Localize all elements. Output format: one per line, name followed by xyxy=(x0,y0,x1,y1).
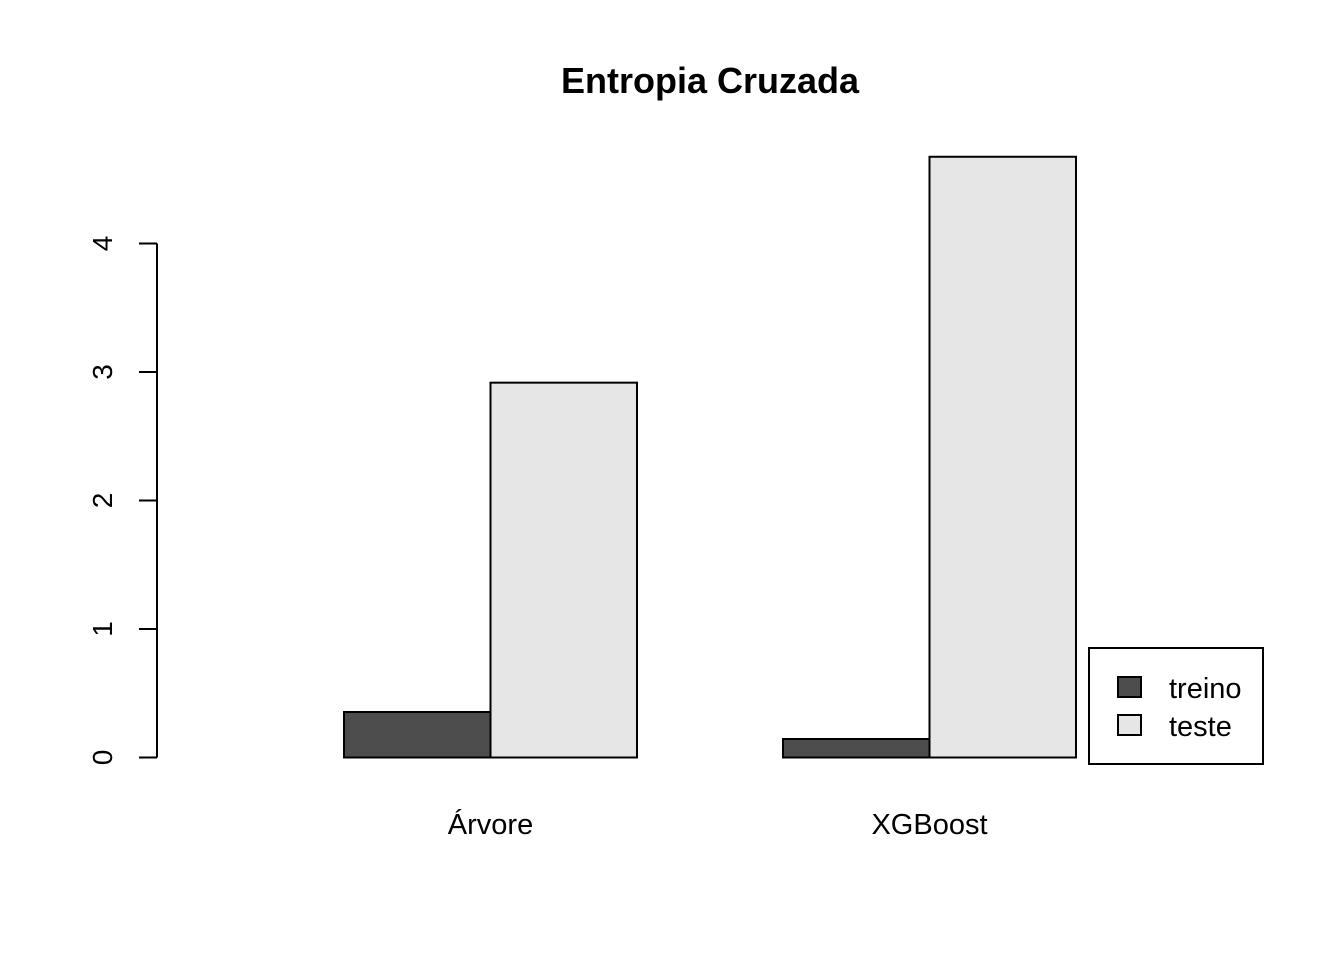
legend-swatch-teste xyxy=(1117,714,1142,736)
bars xyxy=(343,155,1077,759)
y-tick-label: 0 xyxy=(87,750,118,766)
x-tick-label: Árvore xyxy=(448,808,533,841)
legend-box xyxy=(1088,647,1264,765)
legend-swatch-treino xyxy=(1117,676,1142,698)
legend-label: treino xyxy=(1169,673,1242,705)
legend-label: teste xyxy=(1169,711,1232,743)
x-axis-labels: Árvore XGBoost xyxy=(448,808,988,841)
legend: treino teste xyxy=(1088,647,1264,765)
bar-teste xyxy=(928,155,1077,759)
bar-treino xyxy=(782,737,931,759)
y-tick-label: 4 xyxy=(87,236,118,252)
y-tick-label: 1 xyxy=(87,621,118,637)
y-tick-label: 2 xyxy=(87,493,118,509)
chart-title: Entropia Cruzada xyxy=(561,60,860,101)
x-tick-label: XGBoost xyxy=(871,809,987,841)
bar-teste xyxy=(489,381,638,759)
bar-treino xyxy=(343,711,492,759)
y-axis: 0 1 2 3 4 xyxy=(87,236,158,766)
y-tick-label: 3 xyxy=(87,364,118,380)
